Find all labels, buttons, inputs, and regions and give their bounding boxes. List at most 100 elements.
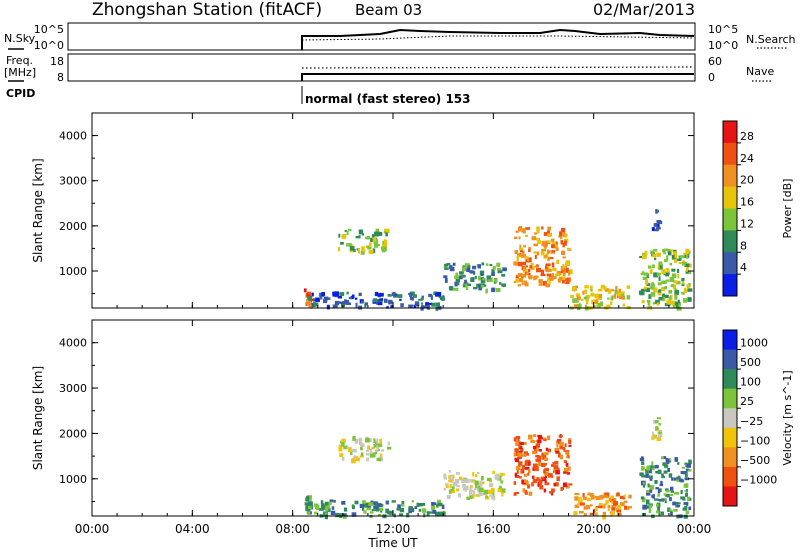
power-echo-cell-3 bbox=[476, 283, 482, 288]
velocity-echo-cell-2 bbox=[411, 500, 414, 503]
power-echo-cell-2 bbox=[423, 305, 428, 309]
power-colorbar-tick-label: 4 bbox=[740, 261, 747, 274]
power-echo-cell-2 bbox=[420, 302, 423, 305]
velocity-echo-cell-5 bbox=[607, 505, 611, 509]
power-echo-cell-4 bbox=[524, 282, 529, 287]
velocity-echo-cell-1 bbox=[360, 452, 364, 456]
power-echo-cell-6 bbox=[642, 254, 647, 260]
power-colorbar-swatch bbox=[723, 274, 737, 297]
velocity-echo-cell-4 bbox=[518, 461, 523, 466]
power-echo-cell-4 bbox=[543, 245, 547, 249]
nsearch-tick-top: 10^5 bbox=[708, 23, 738, 36]
power-echo-cell-1 bbox=[353, 248, 356, 253]
velocity-echo-cell-4 bbox=[517, 437, 520, 442]
velocity-ytick-label: 3000 bbox=[59, 382, 87, 395]
velocity-xtick-label: 00:00 bbox=[677, 522, 712, 536]
power-echo-cell-1 bbox=[358, 229, 364, 235]
power-echo-cell-1 bbox=[360, 250, 365, 255]
velocity-echo-cell-4 bbox=[514, 472, 518, 477]
power-echo-cell-4 bbox=[563, 232, 566, 237]
power-echo-cell-6 bbox=[687, 288, 693, 292]
power-echo-cell-2 bbox=[408, 292, 413, 295]
velocity-echo-cell-3 bbox=[486, 477, 492, 481]
velocity-colorbar-swatch bbox=[723, 427, 737, 448]
velocity-echo-cell-3 bbox=[470, 489, 475, 493]
velocity-echo-cell-1 bbox=[360, 446, 363, 451]
power-echo-cell-4 bbox=[522, 274, 527, 278]
nave-label: Nave bbox=[746, 65, 774, 78]
power-echo-cell-6 bbox=[674, 259, 678, 263]
velocity-echo-cell-0 bbox=[306, 511, 311, 514]
power-echo-cell-5 bbox=[604, 288, 609, 292]
power-echo-cell-3 bbox=[485, 263, 489, 266]
power-echo-cell-4 bbox=[541, 240, 547, 246]
power-echo-cell-3 bbox=[470, 270, 475, 274]
velocity-colorbar-swatch bbox=[723, 349, 737, 370]
velocity-echo-cell-2 bbox=[437, 499, 442, 505]
power-echo-cell-6 bbox=[656, 252, 661, 257]
power-echo-cell-1 bbox=[378, 232, 383, 236]
freq-unit: [MHz] bbox=[4, 66, 36, 79]
power-echo-cell-4 bbox=[518, 236, 521, 240]
power-echo-cell-6 bbox=[653, 249, 658, 252]
velocity-echo-cell-5 bbox=[573, 511, 578, 516]
velocity-echo-cell-3 bbox=[452, 482, 458, 487]
power-echo-cell-2 bbox=[379, 292, 384, 297]
power-echo-cell-4 bbox=[551, 244, 555, 248]
power-echo-cell-4 bbox=[548, 280, 551, 285]
velocity-echo-cell-6 bbox=[653, 498, 659, 501]
power-echo-cell-4 bbox=[560, 240, 564, 245]
power-echo-cell-1 bbox=[346, 230, 349, 236]
velocity-echo-cell-3 bbox=[487, 489, 493, 495]
power-echo-cell-2 bbox=[436, 291, 442, 297]
velocity-echo-cell-6 bbox=[679, 478, 684, 482]
power-echo-cell-5 bbox=[591, 299, 596, 305]
power-echo-cell-1 bbox=[350, 244, 354, 248]
nsky-tick-top: 10^5 bbox=[34, 23, 64, 36]
velocity-echo-cell-6 bbox=[665, 488, 669, 491]
velocity-echo-cell-6 bbox=[640, 496, 645, 500]
velocity-echo-cell-6 bbox=[661, 473, 664, 477]
velocity-echo-cell-4 bbox=[548, 473, 553, 478]
velocity-echo-cell-6 bbox=[641, 466, 645, 471]
velocity-echo-cell-4 bbox=[540, 476, 545, 480]
power-echo-cell-4 bbox=[541, 226, 544, 230]
velocity-echo-cell-3 bbox=[492, 492, 495, 497]
power-echo-cell-6 bbox=[677, 268, 680, 273]
velocity-echo-cell-6 bbox=[670, 511, 673, 516]
velocity-echo-cell-4 bbox=[521, 479, 526, 485]
power-echo-cell-5 bbox=[606, 304, 611, 309]
power-echo-cell-3 bbox=[497, 270, 503, 274]
power-echo-cell-3 bbox=[481, 262, 485, 266]
power-echo-cell-6 bbox=[650, 250, 654, 255]
power-echo-cell-4 bbox=[541, 248, 547, 252]
power-echo-cell-4 bbox=[547, 226, 552, 231]
power-echo-cell-4 bbox=[565, 282, 570, 285]
power-echo-cell-3 bbox=[481, 283, 485, 286]
power-echo-cell-6 bbox=[686, 284, 690, 289]
velocity-echo-cell-6 bbox=[642, 504, 648, 510]
power-echo-cell-6 bbox=[653, 287, 658, 293]
power-echo-cell-6 bbox=[681, 277, 685, 282]
velocity-ylabel: Slant Range [km] bbox=[31, 366, 45, 470]
velocity-echo-cell-2 bbox=[329, 499, 334, 503]
velocity-echo-cell-4 bbox=[543, 439, 547, 442]
power-echo-cell-5 bbox=[622, 295, 626, 299]
power-echo-cell-6 bbox=[661, 293, 665, 297]
velocity-echo-cell-6 bbox=[664, 498, 667, 501]
power-echo-cell-5 bbox=[603, 286, 607, 290]
power-echo-cell-6 bbox=[673, 301, 677, 306]
power-echo-cell-1 bbox=[344, 229, 347, 232]
power-echo-cell-4 bbox=[518, 227, 522, 232]
power-echo-cell-4 bbox=[562, 280, 565, 284]
power-echo-cell-4 bbox=[523, 245, 526, 248]
velocity-echo-cell-4 bbox=[553, 483, 556, 487]
velocity-echo-cell-4 bbox=[542, 437, 547, 441]
power-echo-cell-6 bbox=[663, 273, 667, 276]
velocity-echo-cell-3 bbox=[448, 489, 452, 494]
velocity-echo-cell-4 bbox=[515, 441, 519, 446]
power-echo-cell-3 bbox=[461, 266, 466, 272]
power-echo-cell-4 bbox=[518, 253, 523, 257]
power-echo-cell-6 bbox=[684, 287, 687, 291]
